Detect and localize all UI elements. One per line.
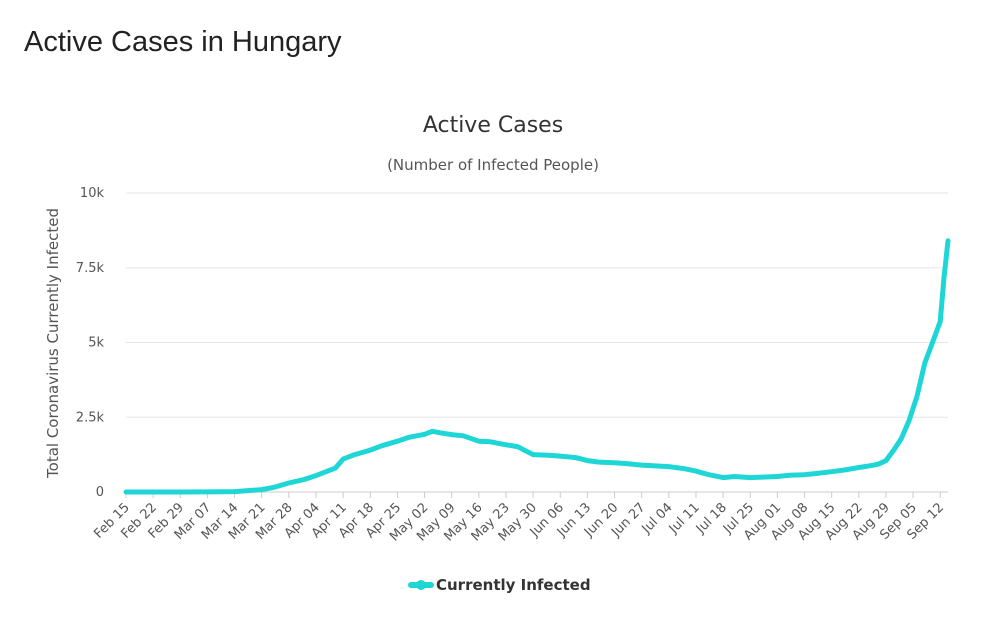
y-tick-label: 10k	[80, 186, 105, 201]
x-tick-label: Jul 11	[666, 500, 703, 537]
y-axis-ticks: 0 2.5k 5k 7.5k 10k	[76, 186, 105, 500]
x-tick-label: Jul 18	[693, 500, 730, 537]
chart-title: Active Cases	[423, 113, 563, 138]
plot-area	[123, 238, 951, 495]
page-title: Active Cases in Hungary	[24, 26, 342, 58]
legend-point-marker	[416, 580, 426, 590]
y-tick-label: 5k	[88, 336, 104, 351]
y-tick-label: 2.5k	[76, 410, 105, 425]
y-tick-label: 0	[96, 485, 104, 500]
series-line-currently-infected	[123, 238, 951, 495]
grid-lines	[126, 192, 948, 493]
legend[interactable]: Currently Infected	[408, 576, 591, 594]
chart-subtitle: (Number of Infected People)	[387, 156, 599, 174]
y-axis-label: Total Coronavirus Currently Infected	[44, 208, 62, 479]
legend-label-currently-infected: Currently Infected	[436, 576, 591, 594]
x-tick-label: Jul 04	[639, 500, 676, 537]
y-tick-label: 7.5k	[76, 261, 105, 276]
